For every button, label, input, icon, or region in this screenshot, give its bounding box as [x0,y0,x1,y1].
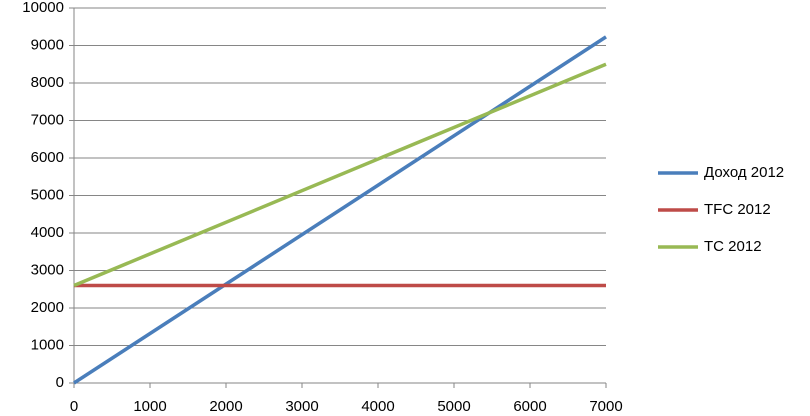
y-tick-label: 8000 [31,74,64,91]
y-tick-label: 3000 [31,261,64,278]
x-tick-label: 0 [70,398,78,415]
y-tick-label: 4000 [31,224,64,241]
y-tick-label: 0 [56,374,64,391]
y-tick-label: 5000 [31,186,64,203]
y-tick-label: 2000 [31,299,64,316]
y-tick-label: 10000 [22,0,64,16]
x-tick-label: 6000 [513,398,546,415]
legend-label: Доход 2012 [704,164,784,181]
legend-label: TC 2012 [704,238,762,255]
x-tick-label: 3000 [285,398,318,415]
x-tick-label: 1000 [133,398,166,415]
x-tick-label: 5000 [437,398,470,415]
y-tick-label: 6000 [31,149,64,166]
x-tick-label: 2000 [209,398,242,415]
x-tick-label: 7000 [589,398,622,415]
y-tick-label: 1000 [31,336,64,353]
series-line [73,62,607,288]
y-tick-label: 7000 [31,111,64,128]
series-line [73,35,607,385]
x-tick-label: 4000 [361,398,394,415]
y-tick-label: 9000 [31,36,64,53]
legend-label: TFC 2012 [704,201,771,218]
